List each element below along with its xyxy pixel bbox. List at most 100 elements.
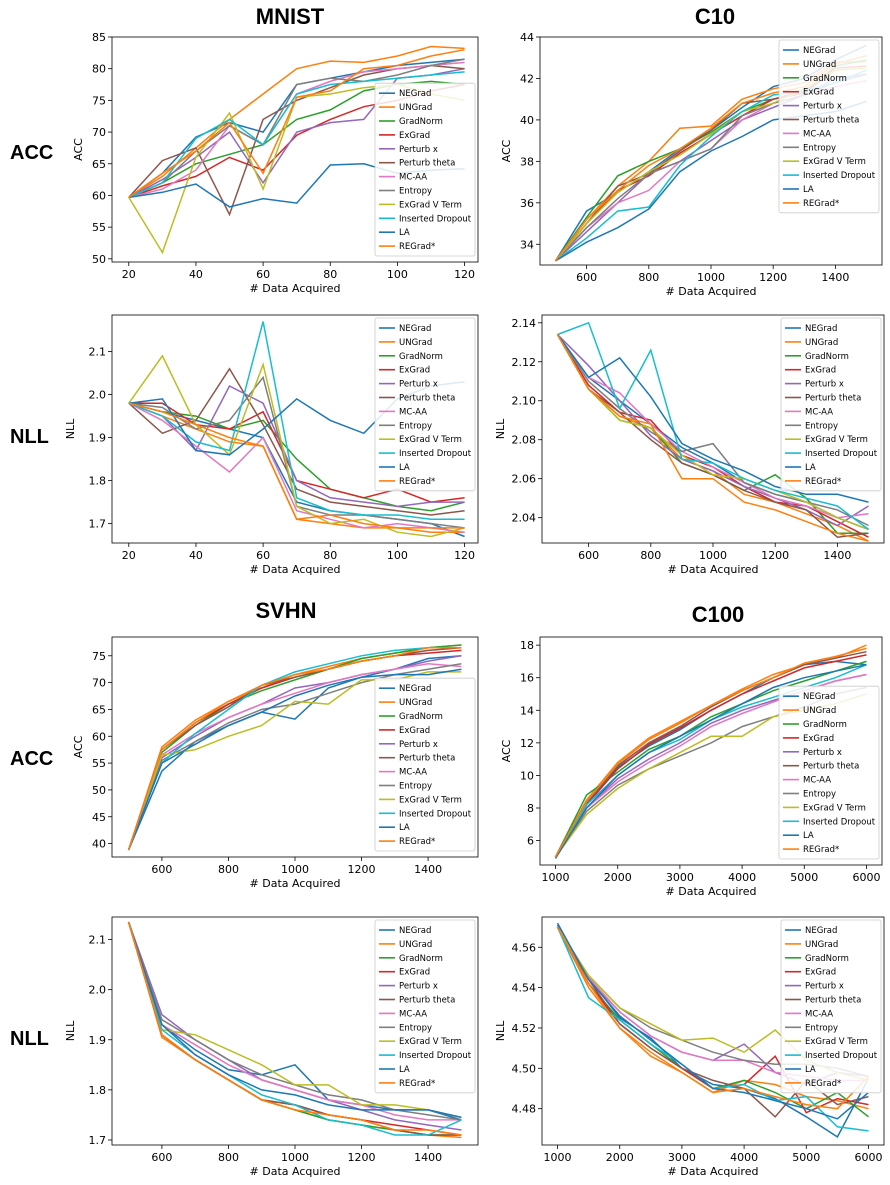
legend-box (374, 919, 476, 1094)
y-tick-label: 1.8 (89, 475, 107, 488)
legend-entry: ExGrad (399, 968, 430, 978)
x-tick-label: 1400 (823, 549, 851, 562)
x-tick-label: 60 (256, 549, 270, 562)
y-tick-label: 2.04 (512, 512, 537, 525)
series-line-regrad- (128, 402, 465, 529)
x-tick-label: 1000 (542, 871, 570, 884)
x-tick-label: 80 (323, 268, 337, 281)
series-line-entropy (128, 58, 465, 199)
legend-entry: MC-AA (399, 407, 427, 417)
series-line-entropy (556, 334, 869, 527)
legend-entry: Entropy (803, 143, 836, 153)
legend-entry: Perturb x (805, 380, 844, 390)
legend-entry: NEGrad (805, 926, 837, 936)
legend-entry: NEGrad (399, 324, 431, 334)
y-axis-label: NLL (494, 1020, 507, 1041)
legend-entry: NEGrad (805, 324, 837, 334)
series-group (554, 644, 867, 859)
legend-entry: GradNorm (805, 954, 849, 964)
row-label-nll-bottom: NLL (10, 1028, 49, 1050)
legend-entry: Entropy (805, 421, 838, 431)
y-axis-label: ACC (72, 138, 85, 161)
y-tick-label: 4.56 (512, 941, 537, 954)
legend-entry: REGrad* (805, 1079, 841, 1089)
row-label-acc-bottom: ACC (10, 748, 54, 770)
y-tick-label: 12 (520, 737, 534, 750)
x-tick-label: 1200 (348, 1151, 376, 1164)
x-axis-label: # Data Acquired (668, 1165, 759, 1178)
col-title-mnist: MNIST (255, 4, 325, 29)
legend-entry: REGrad* (399, 837, 435, 847)
legend-box (374, 82, 476, 257)
legend-entry: LA (399, 463, 410, 473)
y-axis-label: ACC (500, 139, 513, 162)
legend-entry: Perturb theta (399, 996, 455, 1006)
y-tick-label: 1.7 (89, 518, 107, 531)
legend-box (780, 317, 882, 492)
y-tick-label: 1.7 (89, 1134, 107, 1147)
legend-entry: NEGrad (399, 89, 431, 99)
legend-entry: UNGrad (803, 60, 836, 70)
legend-entry: ExGrad (399, 366, 430, 376)
y-tick-label: 2.0 (89, 389, 107, 402)
x-axis-label: # Data Acquired (250, 282, 341, 295)
series-line-inserted-dropout (128, 71, 465, 199)
y-tick-label: 2.10 (512, 395, 537, 408)
y-tick-label: 70 (92, 677, 106, 690)
y-tick-label: 60 (92, 189, 106, 202)
y-tick-label: 85 (92, 31, 106, 44)
legend-entry: LA (399, 1065, 410, 1075)
x-tick-label: 1000 (544, 1151, 572, 1164)
y-tick-label: 1.9 (89, 432, 107, 445)
chart-c100-nll: 1000 2000 3000 4000 5000 6000 4.48 4.50 4.52 4.54… (494, 916, 885, 1178)
x-tick-label: 800 (638, 271, 659, 284)
y-tick-label: 38 (520, 155, 534, 168)
legend-entry: Perturb theta (805, 996, 861, 1006)
series-line-regrad- (556, 926, 870, 1110)
legend: NEGrad UNGrad GradNorm ExGrad Perturb x Pertu… (778, 685, 880, 860)
legend-entry: Perturb x (805, 982, 844, 992)
y-tick-label: 1.8 (89, 1084, 107, 1097)
series-line-exgrad-v-term (556, 334, 869, 531)
x-tick-label: 2000 (604, 871, 632, 884)
legend-entry: Inserted Dropout (399, 449, 472, 459)
x-tick-label: 1400 (414, 863, 442, 876)
y-tick-label: 14 (520, 704, 534, 717)
x-tick-label: 100 (387, 549, 408, 562)
legend-entry: ExGrad V Term (399, 795, 462, 805)
legend-entry: UNGrad (399, 338, 432, 348)
legend-box (780, 919, 882, 1094)
y-tick-label: 40 (520, 114, 534, 127)
legend-entry: Perturb theta (803, 762, 859, 772)
x-axis-label: # Data Acquired (250, 877, 341, 890)
series-line-gradnorm (128, 402, 465, 512)
row-label-acc-top: ACC (10, 142, 54, 164)
legend-entry: NEGrad (399, 926, 431, 936)
x-tick-label: 6000 (852, 871, 880, 884)
x-tick-label: 100 (387, 268, 408, 281)
legend-entry: GradNorm (803, 74, 847, 84)
x-tick-label: 1400 (821, 271, 849, 284)
y-tick-label: 65 (92, 703, 106, 716)
legend-entry: UNGrad (399, 940, 432, 950)
legend-entry: Entropy (399, 1023, 432, 1033)
legend-box (778, 39, 880, 214)
legend-entry: Perturb x (399, 380, 438, 390)
x-axis-label: # Data Acquired (250, 563, 341, 576)
series-line-perturb-theta (127, 646, 462, 851)
series-line-exgrad-v-term (127, 921, 462, 1119)
x-axis-label: # Data Acquired (668, 563, 759, 576)
series-group (128, 321, 465, 538)
y-tick-label: 42 (520, 72, 534, 85)
series-line-la (127, 921, 462, 1119)
x-tick-label: 600 (578, 549, 599, 562)
x-tick-label: 1200 (348, 863, 376, 876)
y-tick-label: 75 (92, 94, 106, 107)
legend-entry: UNGrad (805, 338, 838, 348)
legend-entry: UNGrad (399, 103, 432, 113)
legend-entry: ExGrad (399, 131, 430, 141)
y-tick-label: 50 (92, 784, 106, 797)
x-tick-label: 1400 (414, 1151, 442, 1164)
legend-entry: Entropy (399, 421, 432, 431)
x-tick-label: 1000 (281, 1151, 309, 1164)
